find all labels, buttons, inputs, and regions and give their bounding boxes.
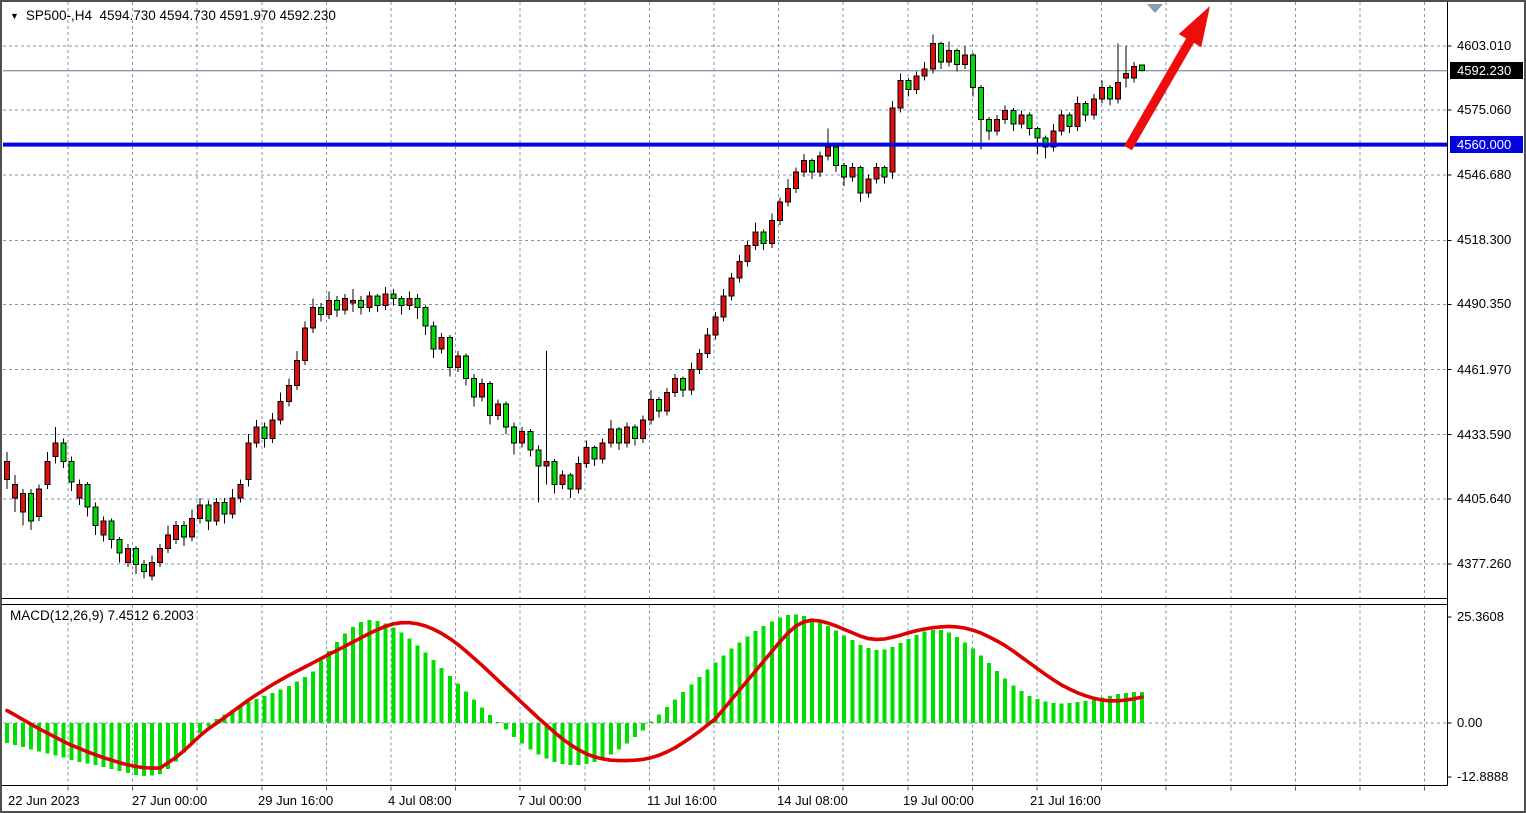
- time-axis-label: 22 Jun 2023: [8, 793, 80, 808]
- macd-histogram: [5, 614, 1145, 777]
- price-axis-label: 4490.350: [1457, 296, 1512, 312]
- price-axis-label: 4461.970: [1457, 361, 1512, 377]
- price-axis-label: 4603.010: [1457, 38, 1512, 53]
- triangle-down-marker-icon[interactable]: [1147, 4, 1163, 13]
- time-axis-label: 27 Jun 00:00: [132, 793, 208, 808]
- price-axis-label: 4575.060: [1457, 102, 1512, 118]
- support-level-tag: 4560.000: [1450, 136, 1523, 154]
- time-axis-label: 7 Jul 00:00: [518, 793, 582, 808]
- time-axis-label: 11 Jul 16:00: [647, 793, 717, 808]
- macd-axis-label: 25.3608: [1457, 608, 1504, 624]
- macd-axis-label: 0.00: [1457, 715, 1483, 730]
- macd-axis-label: -12.8888: [1457, 768, 1509, 784]
- chart-title: ▼ SP500-,H4 4594.730 4594.730 4591.970 4…: [10, 8, 336, 23]
- price-axis-label: 4405.640: [1457, 490, 1512, 506]
- chart-title-text: SP500-,H4 4594.730 4594.730 4591.970 459…: [25, 8, 336, 23]
- price-axis-label: 4377.260: [1457, 555, 1512, 571]
- macd-indicator-label: MACD(12,26,9) 7.4512 6.2003: [10, 608, 194, 623]
- time-axis-label: 14 Jul 08:00: [777, 793, 848, 808]
- candles[interactable]: [4, 34, 1146, 581]
- bid-price-tag: 4592.230: [1450, 62, 1523, 80]
- axis-ticks: [67, 45, 1452, 791]
- macd-signal-line: [5, 618, 1144, 770]
- panel-borders: [2, 2, 1448, 786]
- time-axis-label: 19 Jul 00:00: [903, 793, 974, 808]
- price-axis-label: 4433.590: [1457, 426, 1512, 442]
- horizontal-gridlines: [3, 45, 1447, 724]
- symbol-dropdown-triangle-icon[interactable]: ▼: [10, 10, 19, 21]
- time-axis-label: 29 Jun 16:00: [258, 793, 334, 808]
- trend-arrow[interactable]: [1124, 6, 1210, 151]
- price-axis-label: 4546.680: [1457, 167, 1512, 183]
- price-axis-label: 4518.300: [1457, 232, 1512, 248]
- time-axis-label: 21 Jul 16:00: [1030, 793, 1101, 808]
- time-axis-label: 4 Jul 08:00: [388, 793, 452, 808]
